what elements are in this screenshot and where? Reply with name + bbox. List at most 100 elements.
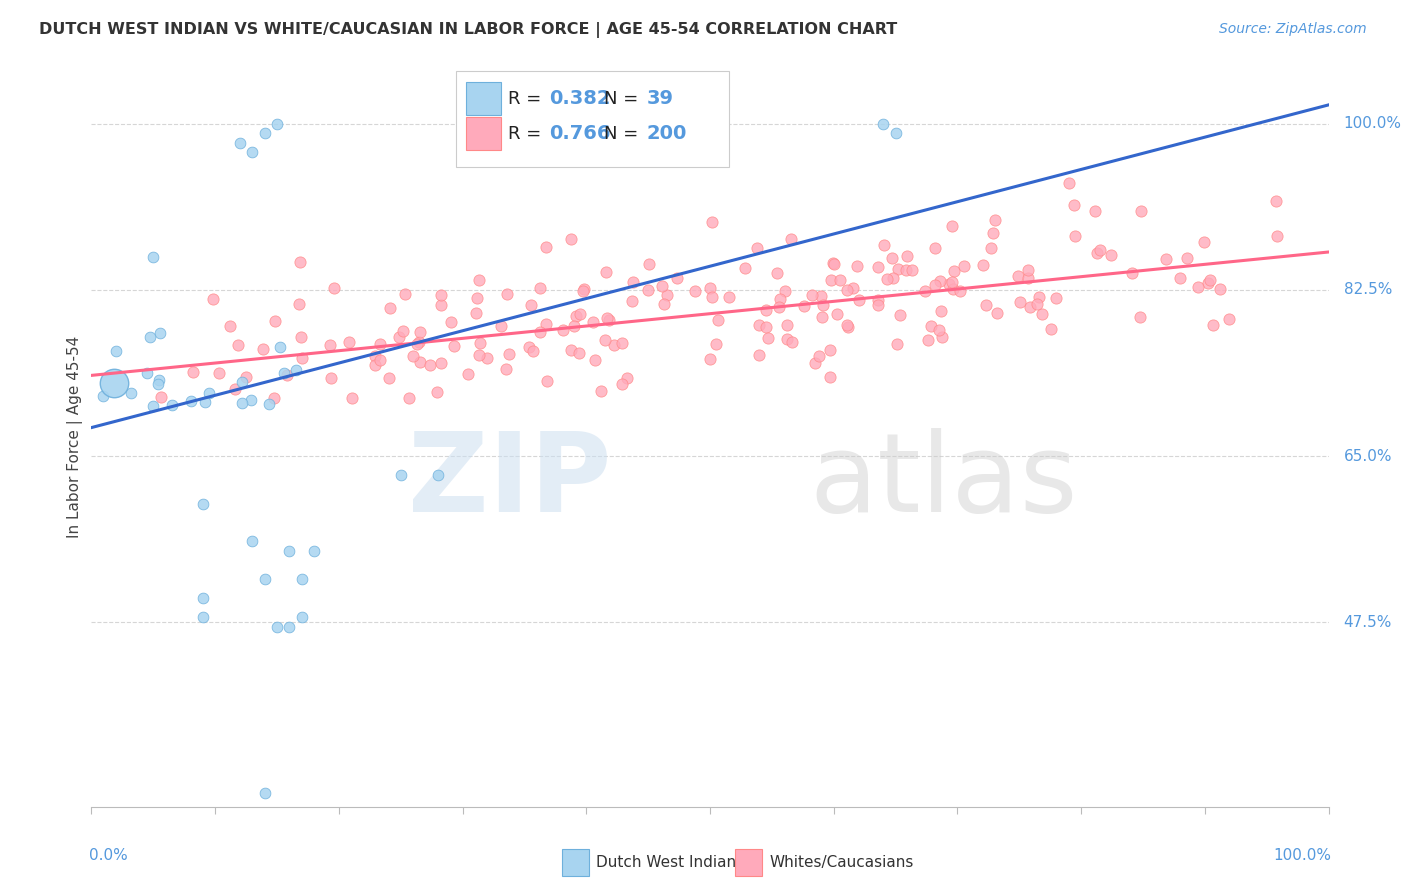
Point (804, 356, 827, 370)
Point (582, 315, 605, 329)
Point (1039, 322, 1062, 336)
Point (616, 371, 638, 385)
Point (638, 257, 661, 271)
Point (191, 496, 214, 510)
Point (699, 281, 721, 295)
Point (522, 344, 544, 359)
Point (593, 333, 616, 347)
Point (240, 145, 263, 160)
Point (273, 366, 295, 380)
Point (560, 232, 582, 246)
Point (406, 337, 429, 351)
Point (866, 298, 889, 312)
Point (1187, 280, 1209, 294)
Point (290, 330, 312, 344)
Point (498, 347, 520, 361)
Point (825, 307, 848, 321)
Point (655, 288, 678, 302)
Point (1154, 252, 1177, 266)
Point (700, 215, 723, 229)
Text: 100.0%: 100.0% (1274, 848, 1331, 863)
Point (880, 251, 903, 265)
Point (489, 319, 512, 334)
Point (529, 325, 551, 339)
Point (363, 349, 385, 363)
Point (534, 317, 557, 331)
Point (276, 368, 298, 382)
Point (637, 283, 659, 297)
Point (896, 263, 918, 277)
Point (1018, 300, 1040, 314)
Point (408, 334, 430, 349)
Point (1265, 228, 1288, 243)
Text: 39: 39 (647, 89, 673, 108)
Point (748, 348, 770, 362)
Point (1265, 194, 1288, 209)
Text: N =: N = (603, 125, 644, 143)
Point (821, 256, 844, 270)
Point (337, 335, 360, 350)
Text: ZIP: ZIP (408, 428, 612, 535)
Point (142, 399, 165, 413)
Point (773, 285, 796, 299)
Point (398, 392, 420, 406)
Point (610, 377, 633, 392)
Point (976, 298, 998, 312)
Point (142, 250, 165, 264)
Point (148, 376, 170, 391)
Point (368, 336, 391, 351)
Point (876, 272, 898, 286)
Point (793, 299, 815, 313)
Point (266, 620, 288, 634)
Point (776, 318, 799, 333)
Point (818, 343, 841, 358)
Point (553, 323, 575, 337)
Point (180, 394, 202, 409)
Point (745, 241, 768, 255)
Point (1007, 269, 1029, 284)
Point (683, 284, 706, 298)
Point (866, 293, 889, 308)
Point (368, 352, 391, 367)
Point (984, 212, 1007, 227)
Point (291, 351, 314, 365)
Point (1099, 248, 1122, 262)
Point (495, 287, 517, 301)
Point (208, 366, 231, 380)
Point (224, 382, 246, 396)
Point (560, 343, 582, 358)
Text: 0.766: 0.766 (550, 124, 610, 143)
Point (1028, 290, 1050, 304)
Point (148, 326, 170, 340)
Point (1057, 176, 1080, 190)
Point (402, 350, 425, 364)
Point (278, 544, 301, 558)
Point (240, 393, 263, 408)
Point (340, 391, 363, 405)
Point (1017, 270, 1039, 285)
Point (972, 258, 994, 272)
Text: R =: R = (509, 125, 547, 143)
Y-axis label: In Labor Force | Age 45-54: In Labor Force | Age 45-54 (67, 336, 83, 538)
Point (896, 249, 918, 263)
Point (571, 284, 593, 298)
Point (534, 240, 557, 254)
Point (718, 290, 741, 304)
Point (980, 241, 1002, 255)
Point (873, 238, 896, 252)
Point (430, 288, 453, 302)
Point (288, 255, 311, 269)
Point (768, 301, 790, 315)
Point (901, 263, 924, 277)
Point (569, 307, 592, 321)
Point (748, 318, 770, 333)
Point (550, 117, 572, 131)
Point (1209, 282, 1232, 296)
Bar (467, 117, 501, 150)
Text: Source: ZipAtlas.com: Source: ZipAtlas.com (1219, 22, 1367, 37)
Point (886, 336, 908, 351)
Point (191, 610, 214, 624)
Point (820, 272, 842, 286)
Point (1084, 203, 1107, 218)
Point (929, 274, 952, 288)
